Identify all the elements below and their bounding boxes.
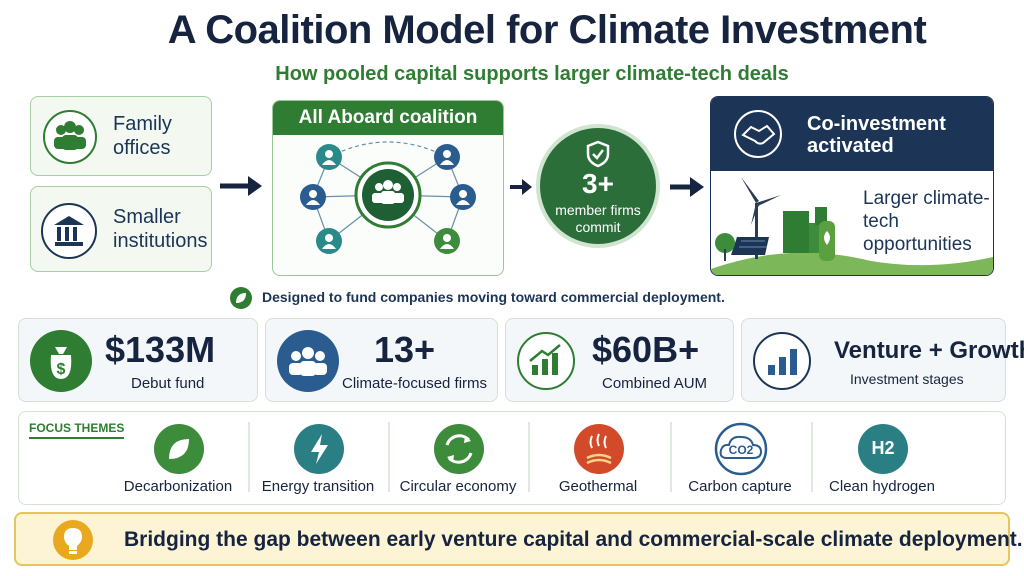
svg-text:$: $	[57, 361, 66, 378]
theme-label: Geothermal	[558, 478, 638, 495]
title: A Coalition Model for Climate Investment	[167, 8, 927, 52]
stat-label: Climate-focused firms	[342, 375, 488, 392]
leaf-icon	[230, 287, 252, 309]
source-box: Smaller institutions	[30, 186, 212, 272]
commit-label: member firms commit	[555, 202, 641, 235]
icon	[41, 203, 97, 259]
stat-card: Venture + Growth Investment stages	[741, 318, 1024, 402]
stat-card: $ $133M Debut fund	[18, 318, 258, 402]
themes-box: FOCUS THEMES CO2 H2	[18, 411, 1006, 505]
note: Designed to fund companies moving toward…	[262, 289, 725, 305]
growth-icon	[517, 332, 575, 390]
money-icon: $	[30, 330, 92, 392]
arrow	[510, 179, 532, 195]
coalition-box: All Aboard coalition	[272, 100, 504, 276]
outcome-header: Co-investment activated	[711, 97, 993, 171]
coalition-title: All Aboard coalition	[273, 101, 503, 135]
stat-value: $60B+	[592, 329, 700, 370]
arrow	[670, 177, 704, 197]
network	[300, 141, 476, 254]
outcome-box: Co-investment activated Larger climate-t…	[710, 96, 994, 276]
theme-icon-text: CO2	[728, 443, 754, 457]
theme-dividers	[154, 422, 908, 492]
footer-text: Bridging the gap between early venture c…	[124, 528, 1023, 551]
commit-circle: 3+ member firms commit	[536, 124, 660, 248]
footer: Bridging the gap between early venture c…	[14, 512, 1023, 566]
theme-label: Carbon capture	[688, 478, 792, 495]
stat-value: Venture + Growth	[834, 337, 1024, 364]
stat-label: Investment stages	[850, 371, 964, 387]
shield-icon	[586, 140, 610, 168]
people-icon	[277, 330, 339, 392]
commit-number: 3+	[582, 168, 614, 199]
bar-icon	[753, 332, 811, 390]
source-label: Smaller institutions	[113, 206, 208, 252]
stat-value: $133M	[105, 329, 216, 370]
theme-label: Decarbonization	[123, 478, 233, 495]
stat-label: Debut fund	[131, 375, 205, 392]
outcome-title: Co-investment activated	[807, 113, 946, 157]
theme-label: Circular economy	[399, 478, 517, 495]
theme-label: Energy transition	[261, 478, 375, 495]
subtitle: How pooled capital supports larger clima…	[275, 63, 789, 85]
bulb-icon	[53, 520, 93, 560]
stat-label: Combined AUM	[602, 375, 708, 392]
outcome-body: Larger climate-tech opportunities	[863, 188, 990, 255]
stat-card: 13+ Climate-focused firms	[265, 318, 498, 402]
handshake-icon	[734, 110, 782, 158]
source-box: Family offices	[30, 96, 212, 176]
source-label: Family offices	[113, 113, 172, 159]
themes-title: FOCUS THEMES	[29, 421, 125, 439]
stat-value: 13+	[374, 329, 436, 370]
arrow	[220, 176, 262, 196]
icon	[43, 110, 97, 164]
illustration	[711, 177, 993, 275]
theme-icon-text: H2	[871, 438, 895, 458]
stat-card: $60B+ Combined AUM	[505, 318, 734, 402]
theme-label: Clean hydrogen	[829, 478, 935, 495]
